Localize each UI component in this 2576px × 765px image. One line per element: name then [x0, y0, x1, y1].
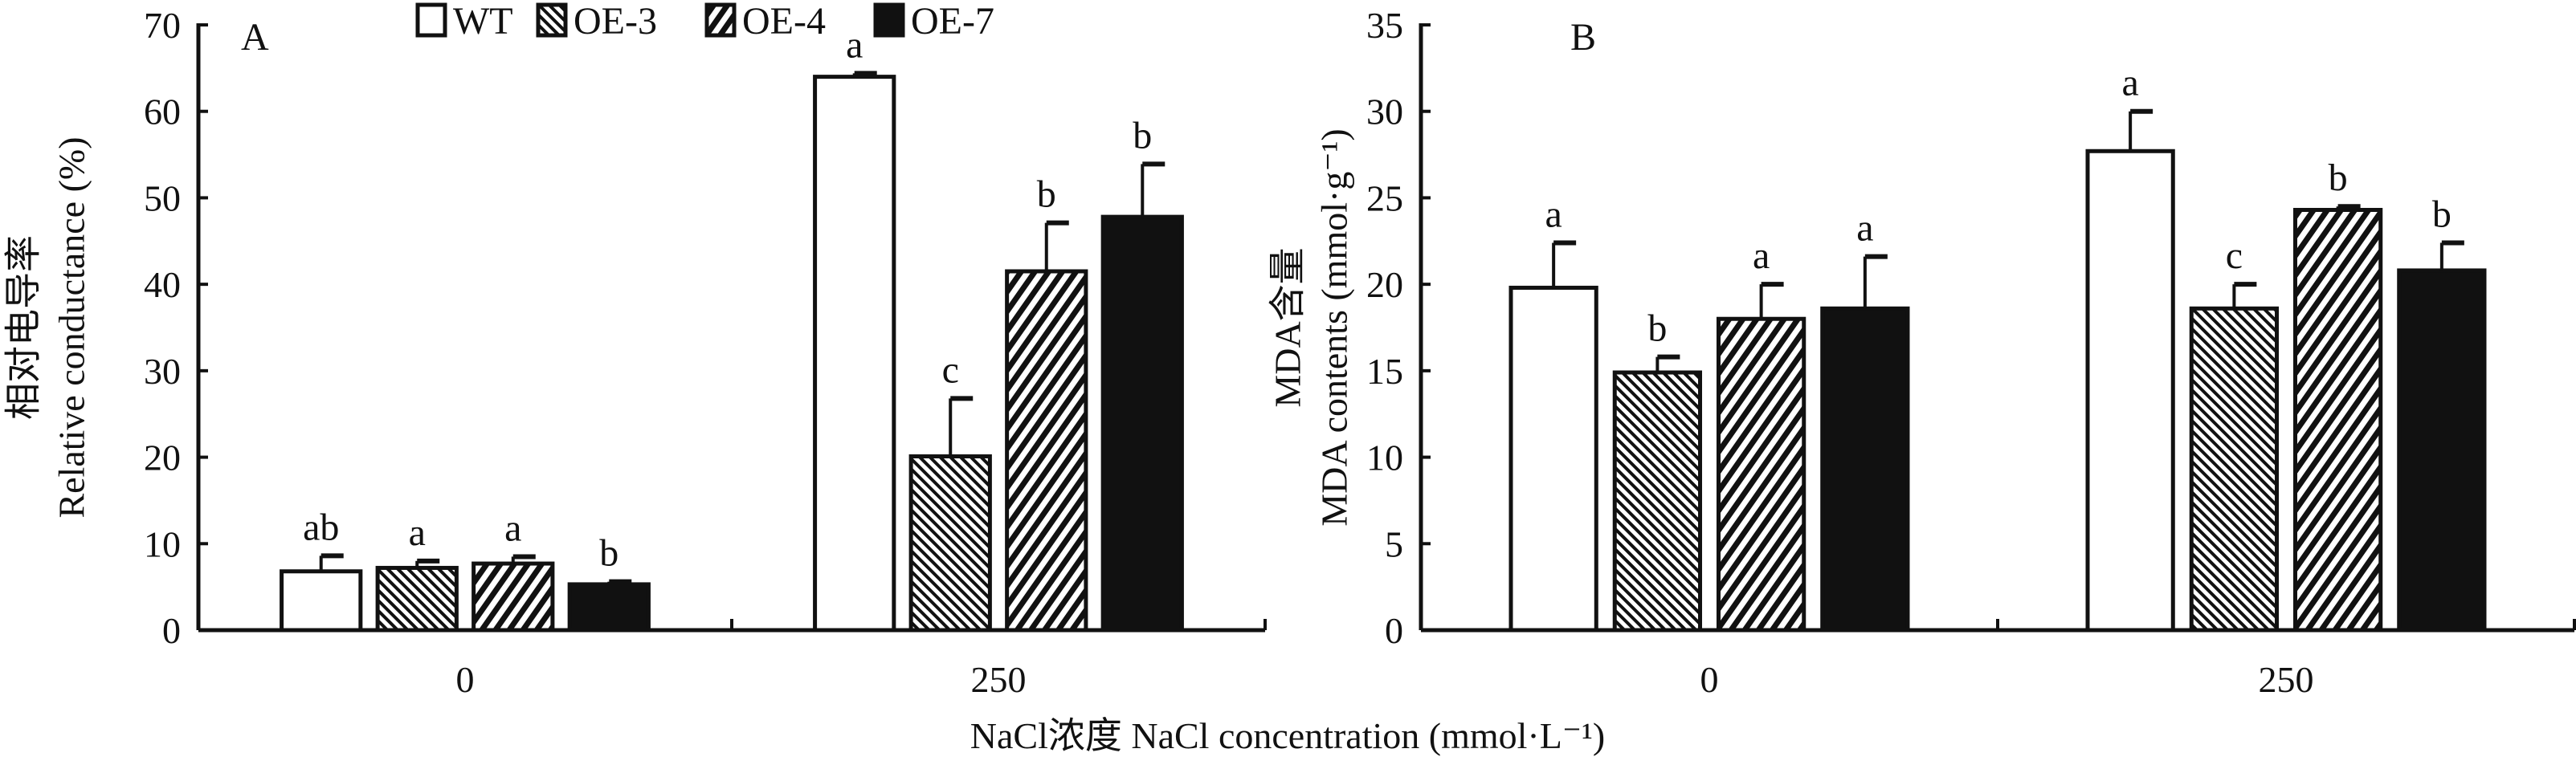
x-tick-label: 0	[1700, 659, 1719, 700]
bar-oe-3-0	[375, 565, 459, 633]
y-tick-label: 70	[144, 5, 181, 46]
bar-oe-7-250	[2397, 268, 2487, 633]
significance-letter: c	[942, 348, 959, 391]
bar-wt-0	[280, 569, 363, 633]
y-tick-label: 40	[144, 264, 181, 305]
x-tick-label: 250	[2259, 659, 2314, 700]
bar-oe-3-250	[2189, 306, 2280, 633]
x-tick-label: 0	[456, 659, 475, 700]
significance-letter: b	[599, 532, 618, 575]
y-tick-label: 20	[144, 437, 181, 478]
significance-letter: b	[1037, 173, 1056, 216]
legend-swatch-oe-7	[873, 2, 905, 38]
bar-oe-4-250	[2292, 208, 2383, 633]
y-tick-label: 35	[1366, 5, 1403, 46]
panel-letter: A	[241, 16, 269, 59]
y-tick-label: 30	[144, 351, 181, 392]
y-tick-label: 5	[1385, 523, 1403, 564]
y-tick-label: 10	[1366, 437, 1403, 478]
legend-swatch-oe-3	[536, 2, 568, 38]
significance-letter: b	[1133, 114, 1152, 157]
bar-wt-250	[2085, 149, 2175, 633]
legend-label: WT	[453, 0, 513, 43]
significance-letter: a	[1545, 193, 1562, 235]
y-axis-label: MDA contents (mmol·g⁻¹)	[1314, 128, 1355, 526]
legend-label: OE-3	[574, 0, 657, 43]
y-tick-label: 60	[144, 92, 181, 132]
legend-label: OE-4	[742, 0, 826, 43]
y-tick-label: 25	[1366, 177, 1403, 218]
bar-wt-0	[1508, 285, 1598, 633]
significance-letter: ab	[303, 506, 339, 548]
significance-letter: b	[1647, 307, 1667, 350]
y-axis-label-cn: 相对电导率	[3, 235, 44, 420]
significance-letter: a	[1856, 207, 1873, 250]
legend-swatch-wt	[415, 2, 447, 38]
bar-oe-7-0	[567, 582, 651, 633]
significance-letter: a	[2121, 62, 2138, 104]
y-tick-label: 0	[1385, 610, 1403, 651]
bar-oe-3-0	[1612, 370, 1703, 633]
y-axis-label: Relative conductance (%)	[51, 136, 92, 518]
y-tick-label: 20	[1366, 264, 1403, 305]
significance-letter: a	[409, 511, 426, 554]
bar-oe-7-250	[1100, 214, 1184, 633]
y-tick-label: 30	[1366, 92, 1403, 132]
bar-oe-7-0	[1820, 306, 1910, 633]
bar-oe-4-0	[1716, 316, 1806, 633]
legend-label: OE-7	[911, 0, 994, 43]
panel-b: 0 5 10 15 20 25 30 35 B MDA含量 MDA contents (mmol·g…	[1268, 5, 2576, 700]
legend: WT OE-3 OE-4 OE-7	[415, 0, 994, 43]
x-axis-label: NaCl浓度 NaCl concentration (mmol·L⁻¹)	[970, 715, 1606, 756]
significance-letter: a	[504, 507, 521, 549]
legend-swatch-oe-4	[704, 2, 737, 38]
significance-letter: b	[2432, 193, 2451, 235]
x-tick-label: 250	[971, 659, 1027, 700]
significance-letter: c	[2226, 234, 2243, 277]
y-tick-label: 50	[144, 177, 181, 218]
y-tick-label: 15	[1366, 351, 1403, 392]
y-axis-label-cn: MDA含量	[1268, 247, 1308, 407]
panel-a: 0 10 20 30 40 50 60 70 A 相对电导率 Relative conductanc…	[3, 5, 1267, 700]
bar-oe-4-250	[1005, 269, 1088, 633]
bar-oe-3-250	[908, 454, 992, 633]
y-tick-label: 10	[144, 523, 181, 564]
bar-oe-4-0	[472, 561, 555, 633]
bar-wt-250	[813, 75, 896, 633]
significance-letter: a	[1753, 234, 1770, 277]
panel-letter: B	[1570, 16, 1596, 59]
significance-letter: a	[846, 23, 863, 66]
y-tick-label: 0	[162, 610, 181, 651]
significance-letter: b	[2329, 157, 2348, 199]
